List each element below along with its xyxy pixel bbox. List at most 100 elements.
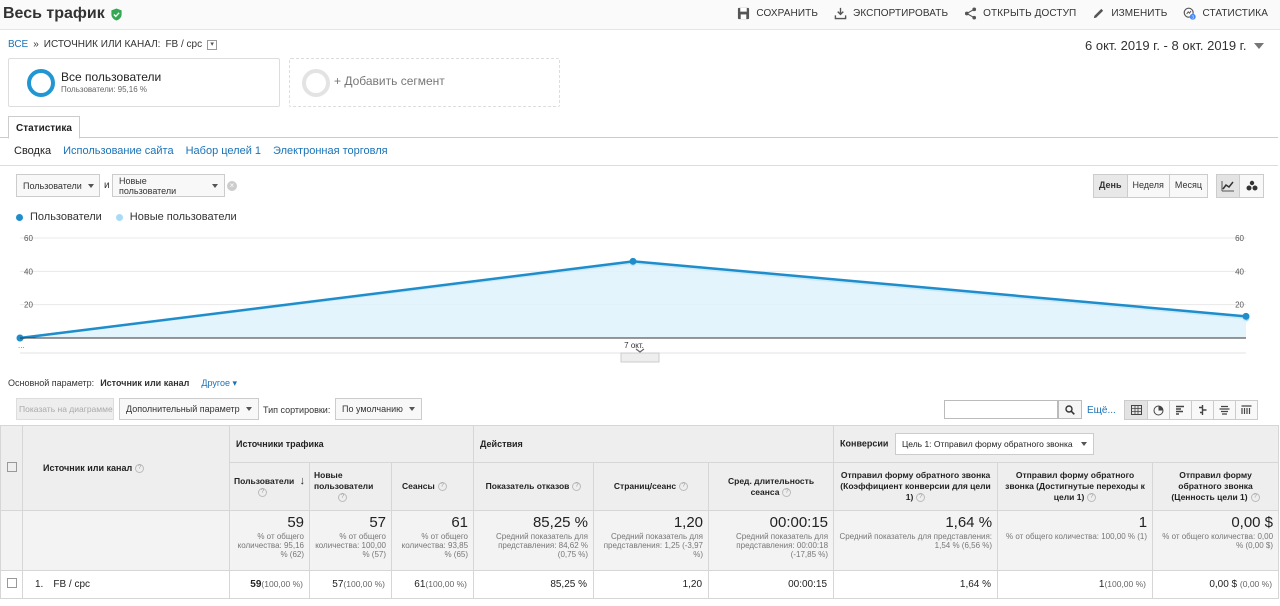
chart-collapse-handle [620, 352, 660, 363]
metric2-select[interactable]: Новые пользователи [112, 174, 225, 197]
plot-rows-button[interactable]: Показать на диаграмме [16, 398, 114, 420]
totals-checkbox-cell [0, 510, 23, 571]
col-bounce-rate[interactable]: Показатель отказов? [473, 462, 595, 511]
subtab-ecommerce[interactable]: Электронная торговля [273, 145, 388, 157]
help-icon[interactable]: ? [572, 482, 582, 492]
subtab-summary[interactable]: Сводка [14, 145, 52, 157]
share-button[interactable]: ОТКРЫТЬ ДОСТУП [964, 7, 1076, 20]
dropdown-caret-icon [1080, 442, 1087, 446]
col-goal-conversion-rate[interactable]: Отправил форму обратного звонка (Коэффиц… [833, 462, 999, 511]
col-avg-session-duration[interactable]: Сред. длительность сеанса? [708, 462, 835, 511]
bubble-chart-icon [1246, 180, 1257, 191]
dropdown-caret-icon [408, 407, 415, 411]
metric-and-label: и [104, 180, 110, 191]
metric1-select[interactable]: Пользователи [16, 174, 100, 197]
subtab-site-usage[interactable]: Использование сайта [63, 145, 174, 157]
legend-item-users: Пользователи [16, 211, 102, 223]
table-controls: Показать на диаграмме Дополнительный пар… [0, 396, 1278, 424]
other-dimension-link[interactable]: Другое ▾ [201, 378, 238, 388]
data-point [1242, 312, 1250, 320]
table-group-header-row: Источник или канал? Источники трафика Де… [0, 425, 1280, 511]
clear-metric-icon[interactable]: × [227, 181, 237, 191]
select-all-checkbox[interactable] [6, 462, 17, 472]
row-checkbox[interactable] [6, 578, 17, 588]
series-area [20, 261, 1246, 338]
total-goal-value: 0,00 $% от общего количества: 0,00 % (0,… [1152, 510, 1280, 571]
col-users[interactable]: Пользователи ↓? [229, 462, 310, 511]
x-tick-label: 7 окт. [624, 341, 644, 350]
line-chart-icon [1221, 181, 1234, 192]
row-bounce-rate: 85,25 % [473, 570, 595, 599]
segment-empty-ring-icon [302, 69, 330, 97]
help-icon[interactable]: ? [258, 487, 267, 497]
secondary-dimension-select[interactable]: Дополнительный параметр [119, 398, 259, 420]
explorer-subtabs: Сводка Использование сайта Набор целей 1… [14, 145, 388, 157]
segment-subtitle: Пользователи: 95,16 % [61, 85, 148, 94]
breadcrumb-separator: » [33, 39, 39, 50]
col-sessions[interactable]: Сеансы? [390, 462, 475, 511]
help-icon[interactable]: ? [1087, 493, 1097, 503]
save-button[interactable]: СОХРАНИТЬ [737, 7, 818, 20]
view-percentage-button[interactable] [1147, 401, 1169, 419]
tab-explorer[interactable]: Статистика [8, 116, 80, 139]
edit-button[interactable]: ИЗМЕНИТЬ [1092, 7, 1167, 20]
breadcrumb-dropdown[interactable]: ▾ [207, 39, 218, 50]
legend-item-new-users: Новые пользователи [115, 211, 237, 223]
view-data-button[interactable] [1125, 401, 1147, 419]
period-week-button[interactable]: Неделя [1126, 175, 1169, 197]
insights-icon: 3 [1184, 7, 1197, 20]
report-table: Источник или канал? Источники трафика Де… [0, 425, 1280, 599]
y-tick-label-left: 40 [24, 267, 33, 276]
col-goal-completions[interactable]: Отправил форму обратного звонка (Достигн… [997, 462, 1154, 511]
group-conversions: Конверсии Цель 1: Отправил форму обратно… [833, 425, 1280, 463]
dimension-header[interactable]: Источник или канал? [22, 425, 230, 511]
help-icon[interactable]: ? [437, 482, 447, 492]
table-search-button[interactable] [1058, 400, 1082, 419]
table-search-input[interactable] [944, 400, 1058, 419]
subtab-goal-set[interactable]: Набор целей 1 [185, 145, 262, 157]
view-comparison-button[interactable] [1191, 401, 1213, 419]
help-icon[interactable]: ? [916, 493, 926, 503]
y-tick-label-left: 60 [24, 234, 33, 243]
row-pages-per-session: 1,20 [593, 570, 710, 599]
goal-select[interactable]: Цель 1: Отправил форму обратного звонка [894, 433, 1094, 455]
sort-type-select[interactable]: По умолчанию [335, 398, 422, 420]
help-icon[interactable]: ? [782, 487, 792, 497]
row-new-users: 57(100,00 %) [309, 570, 392, 599]
total-avg-duration: 00:00:15 Средний показатель для представл… [708, 510, 835, 571]
view-performance-button[interactable] [1169, 401, 1191, 419]
view-pivot-button[interactable] [1235, 401, 1257, 419]
export-button[interactable]: ЭКСПОРТИРОВАТЬ [834, 7, 948, 20]
share-icon [965, 7, 977, 20]
segment-all-users[interactable]: Все пользователи Пользователи: 95,16 % [8, 58, 280, 107]
date-range-text: 6 окт. 2019 г. - 8 окт. 2019 г. [1085, 38, 1247, 53]
date-range-picker[interactable]: 6 окт. 2019 г. - 8 окт. 2019 г. [1085, 38, 1265, 53]
data-point [629, 257, 637, 265]
motion-chart-button[interactable] [1240, 175, 1263, 197]
row-dimension-link[interactable]: FB / cpc [53, 579, 91, 590]
help-icon[interactable]: ? [679, 482, 689, 492]
view-term-cloud-button[interactable] [1213, 401, 1235, 419]
total-completions: 1% от общего количества: 100,00 % (1) [997, 510, 1154, 571]
chart-type-toggle [1216, 174, 1264, 198]
total-conversion-rate: 1,64 % Средний показатель для представлен… [833, 510, 999, 571]
add-segment-button[interactable]: + Добавить сегмент [289, 58, 560, 107]
insights-button[interactable]: 3 СТАТИСТИКА [1183, 7, 1268, 20]
add-segment-label: + Добавить сегмент [334, 74, 445, 88]
help-icon[interactable]: ? [338, 493, 347, 503]
report-toolbar: СОХРАНИТЬ ЭКСПОРТИРОВАТЬ ОТКРЫТЬ ДОСТУП … [737, 7, 1268, 20]
line-chart-button[interactable] [1217, 175, 1240, 197]
period-month-button[interactable]: Месяц [1168, 175, 1208, 197]
period-day-button[interactable]: День [1094, 175, 1127, 197]
help-icon[interactable]: ? [135, 464, 145, 474]
y-tick-label-left: 20 [24, 301, 33, 310]
col-pages-per-session[interactable]: Страниц/сеанс? [593, 462, 710, 511]
y-tick-label-right: 60 [1235, 234, 1244, 243]
col-new-users[interactable]: Новые пользователи? [309, 462, 392, 511]
breadcrumb-all-link[interactable]: ВСЕ [8, 39, 29, 50]
dropdown-caret-icon [87, 183, 94, 188]
help-icon[interactable]: ? [1250, 493, 1260, 503]
primary-dimension-label: Основной параметр: [8, 378, 95, 388]
col-goal-value[interactable]: Отправил форму обратного звонка (Ценност… [1152, 462, 1280, 511]
advanced-filter-link[interactable]: Ещё... [1087, 405, 1116, 416]
